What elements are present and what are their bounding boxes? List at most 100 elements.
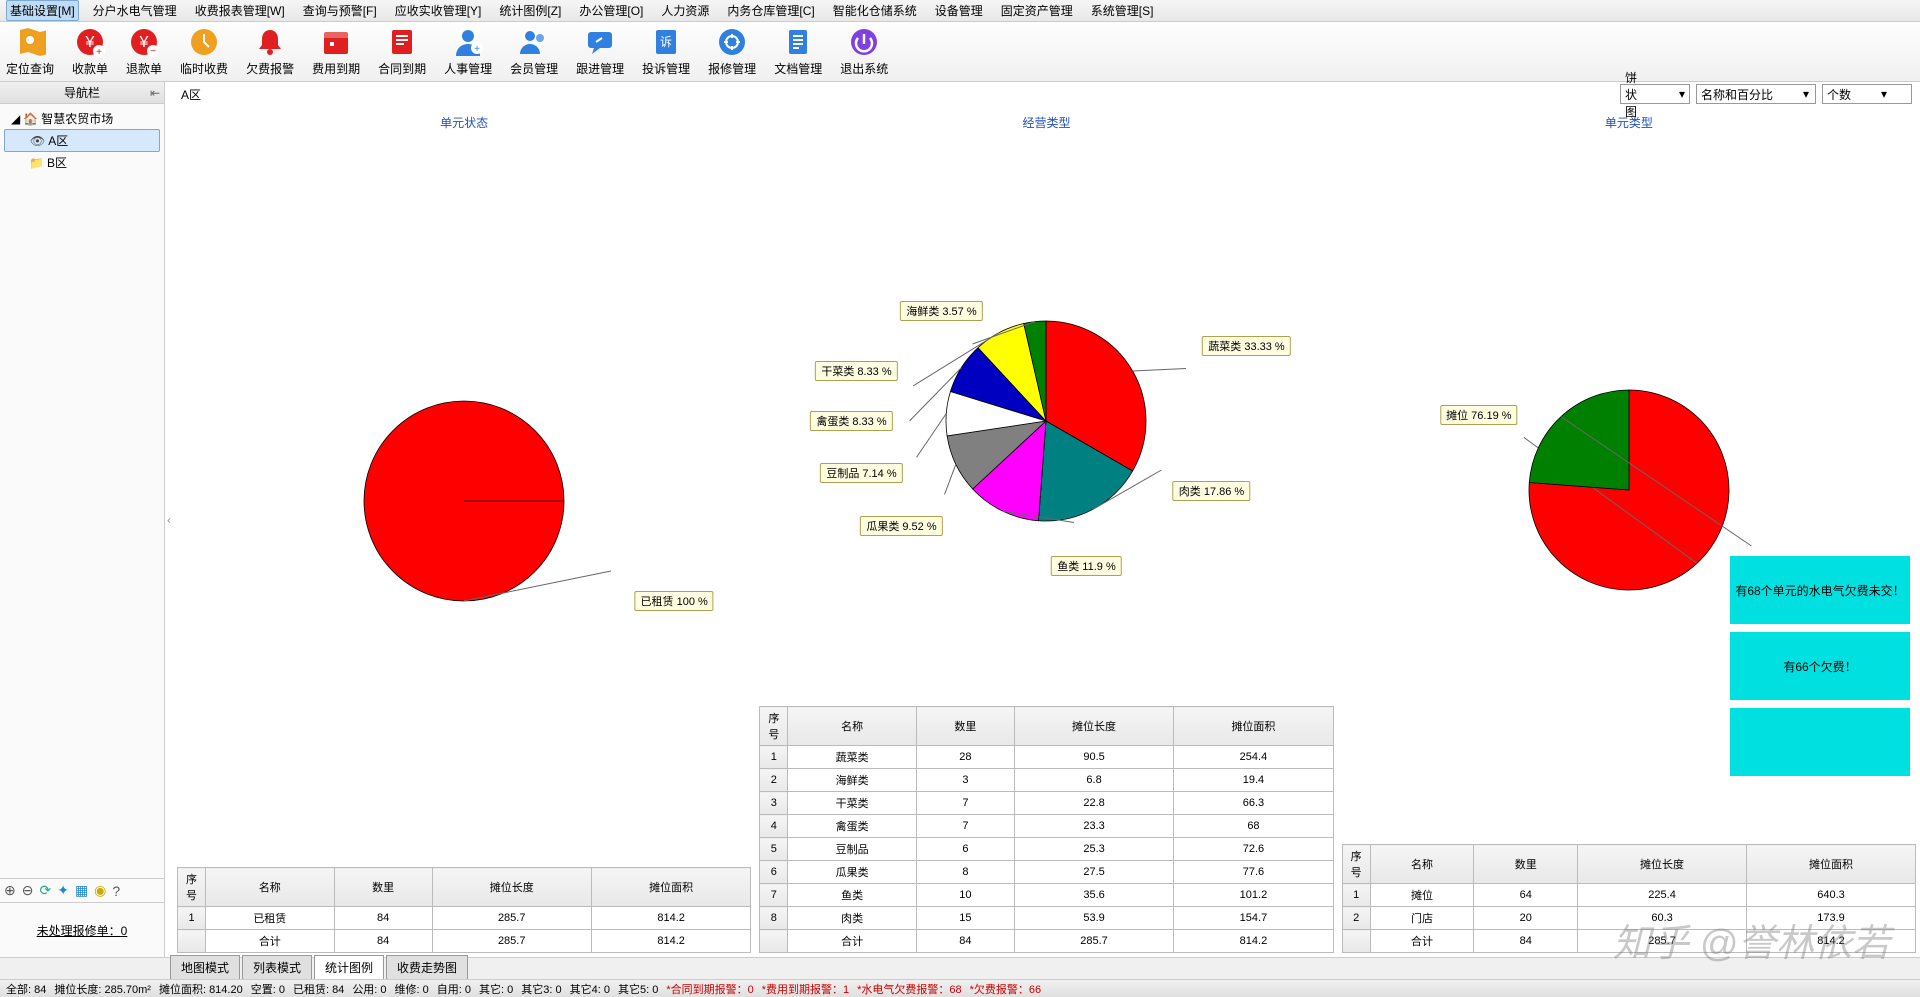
tree-node[interactable]: 📁B区	[4, 152, 160, 173]
tree-node[interactable]: 👁A区	[4, 129, 160, 152]
data-table: 序号名称数里摊位长度摊位面积1已租赁84285.7814.2合计84285.78…	[177, 867, 751, 953]
help-icon[interactable]: ?	[112, 883, 120, 899]
tool-repair[interactable]: 报修管理	[708, 26, 756, 77]
collapse-icon[interactable]: ⇤	[150, 86, 160, 100]
view-tab[interactable]: 列表模式	[242, 955, 312, 979]
view-tab[interactable]: 地图模式	[170, 955, 240, 979]
alert-toast[interactable]	[1730, 708, 1910, 776]
cell: 254.4	[1174, 746, 1333, 769]
tool-member[interactable]: 会员管理	[510, 26, 558, 77]
tool-clock[interactable]: 临时收费	[180, 26, 228, 77]
menu-item[interactable]: 查询与预警[F]	[299, 0, 381, 21]
tool-person[interactable]: +人事管理	[444, 26, 492, 77]
menu-item[interactable]: 系统管理[S]	[1087, 0, 1158, 21]
slice-label: 蔬菜类 33.33 %	[1202, 336, 1290, 356]
chevron-down-icon: ▾	[1803, 87, 1809, 101]
cell: 84	[1474, 930, 1578, 953]
view-tab[interactable]: 统计图例	[314, 955, 384, 979]
bulb-icon[interactable]: ◉	[94, 882, 106, 899]
col-header: 数里	[334, 868, 432, 907]
cell: 6	[916, 838, 1014, 861]
cell: 瓜果类	[788, 861, 917, 884]
tool-money-minus[interactable]: ¥−退款单	[126, 26, 162, 77]
data-table-wrap: 序号名称数里摊位长度摊位面积1蔬菜类2890.5254.42海鲜类36.819.…	[755, 702, 1337, 957]
cell: 10	[916, 884, 1014, 907]
cell: 23.3	[1014, 815, 1173, 838]
dropdown[interactable]: 名称和百分比▾	[1696, 84, 1816, 104]
pending-repairs[interactable]: 未处理报修单：0	[0, 902, 164, 957]
chart-icon[interactable]: ▦	[75, 882, 88, 899]
slice-label: 鱼类 11.9 %	[1051, 556, 1122, 576]
status-item: *合同到期报警：0	[666, 981, 753, 997]
pie-chart: 已租赁 100 %	[173, 139, 755, 863]
tool-complaint[interactable]: 诉投诉管理	[642, 26, 690, 77]
menu-item[interactable]: 智能化仓储系统	[829, 0, 921, 21]
tool-label: 欠费报警	[246, 60, 294, 77]
cell: 2	[760, 769, 788, 792]
target-icon[interactable]: ✦	[57, 882, 69, 899]
tool-map[interactable]: 定位查询	[6, 26, 54, 77]
table-row[interactable]: 2海鲜类36.819.4	[760, 769, 1333, 792]
table-row[interactable]: 1蔬菜类2890.5254.4	[760, 746, 1333, 769]
slice-label: 豆制品 7.14 %	[820, 463, 902, 483]
menu-item[interactable]: 收费报表管理[W]	[191, 0, 289, 21]
zoom-out-icon[interactable]: ⊖	[22, 882, 34, 899]
tool-money-plus[interactable]: ¥+收款单	[72, 26, 108, 77]
cell: 285.7	[432, 930, 591, 953]
table-row[interactable]: 4禽蛋类723.368	[760, 815, 1333, 838]
cell: 1	[760, 746, 788, 769]
dropdown[interactable]: 个数▾	[1822, 84, 1912, 104]
table-row[interactable]: 1已租赁84285.7814.2	[178, 907, 751, 930]
chart-title: 经营类型	[755, 106, 1337, 139]
cell: 66.3	[1174, 792, 1333, 815]
table-row[interactable]: 8肉类1553.9154.7	[760, 907, 1333, 930]
refresh-icon[interactable]: ⟳	[39, 882, 51, 899]
cell: 已租赁	[206, 907, 335, 930]
cell: 225.4	[1578, 884, 1747, 907]
tool-calendar[interactable]: 费用到期	[312, 26, 360, 77]
cell: 干菜类	[788, 792, 917, 815]
cell: 5	[760, 838, 788, 861]
menu-item[interactable]: 办公管理[O]	[575, 0, 647, 21]
tool-doc[interactable]: 文档管理	[774, 26, 822, 77]
tool-power[interactable]: 退出系统	[840, 26, 888, 77]
table-row[interactable]: 合计84285.7814.2	[760, 930, 1333, 953]
tool-chat[interactable]: 跟进管理	[576, 26, 624, 77]
table-row[interactable]: 合计84285.7814.2	[1342, 930, 1915, 953]
table-row[interactable]: 5豆制品625.372.6	[760, 838, 1333, 861]
menu-item[interactable]: 设备管理	[931, 0, 987, 21]
alert-toast[interactable]: 有66个欠费！	[1730, 632, 1910, 700]
status-item: 摊位长度: 285.70m²	[54, 981, 151, 997]
menu-item[interactable]: 人力资源	[657, 0, 713, 21]
tool-label: 投诉管理	[642, 60, 690, 77]
table-row[interactable]: 合计84285.7814.2	[178, 930, 751, 953]
splitter-handle[interactable]: ‹	[165, 82, 173, 957]
dropdown[interactable]: 饼状图▾	[1620, 84, 1690, 104]
sidebar-tools: ⊕ ⊖ ⟳ ✦ ▦ ◉ ?	[0, 878, 164, 902]
zoom-in-icon[interactable]: ⊕	[4, 882, 16, 899]
cell: 合计	[1370, 930, 1474, 953]
view-tab[interactable]: 收费走势图	[386, 955, 468, 979]
table-row[interactable]: 6瓜果类827.577.6	[760, 861, 1333, 884]
menu-item[interactable]: 统计图例[Z]	[495, 0, 565, 21]
alert-toast[interactable]: 有68个单元的水电气欠费未交！	[1730, 556, 1910, 624]
menu-item[interactable]: 应收实收管理[Y]	[391, 0, 486, 21]
table-row[interactable]: 1摊位64225.4640.3	[1342, 884, 1915, 907]
col-header: 名称	[788, 707, 917, 746]
table-row[interactable]: 7鱼类1035.6101.2	[760, 884, 1333, 907]
tool-contract[interactable]: 合同到期	[378, 26, 426, 77]
cell: 20	[1474, 907, 1578, 930]
tree-node[interactable]: ◢🏠智慧农贸市场	[4, 108, 160, 129]
data-table: 序号名称数里摊位长度摊位面积1蔬菜类2890.5254.42海鲜类36.819.…	[759, 706, 1333, 953]
sidebar-header: 导航栏 ⇤	[0, 82, 164, 104]
menu-item[interactable]: 分户水电气管理	[89, 0, 181, 21]
status-bar: 全部: 84摊位长度: 285.70m²摊位面积: 814.20空置: 0已租赁…	[0, 979, 1920, 997]
table-row[interactable]: 2门店2060.3173.9	[1342, 907, 1915, 930]
menu-item[interactable]: 内务仓库管理[C]	[723, 0, 818, 21]
tool-bell[interactable]: 欠费报警	[246, 26, 294, 77]
menu-item[interactable]: 基础设置[M]	[6, 0, 79, 21]
menu-item[interactable]: 固定资产管理	[997, 0, 1077, 21]
col-header: 序号	[178, 868, 206, 907]
cell: 814.2	[1174, 930, 1333, 953]
table-row[interactable]: 3干菜类722.866.3	[760, 792, 1333, 815]
